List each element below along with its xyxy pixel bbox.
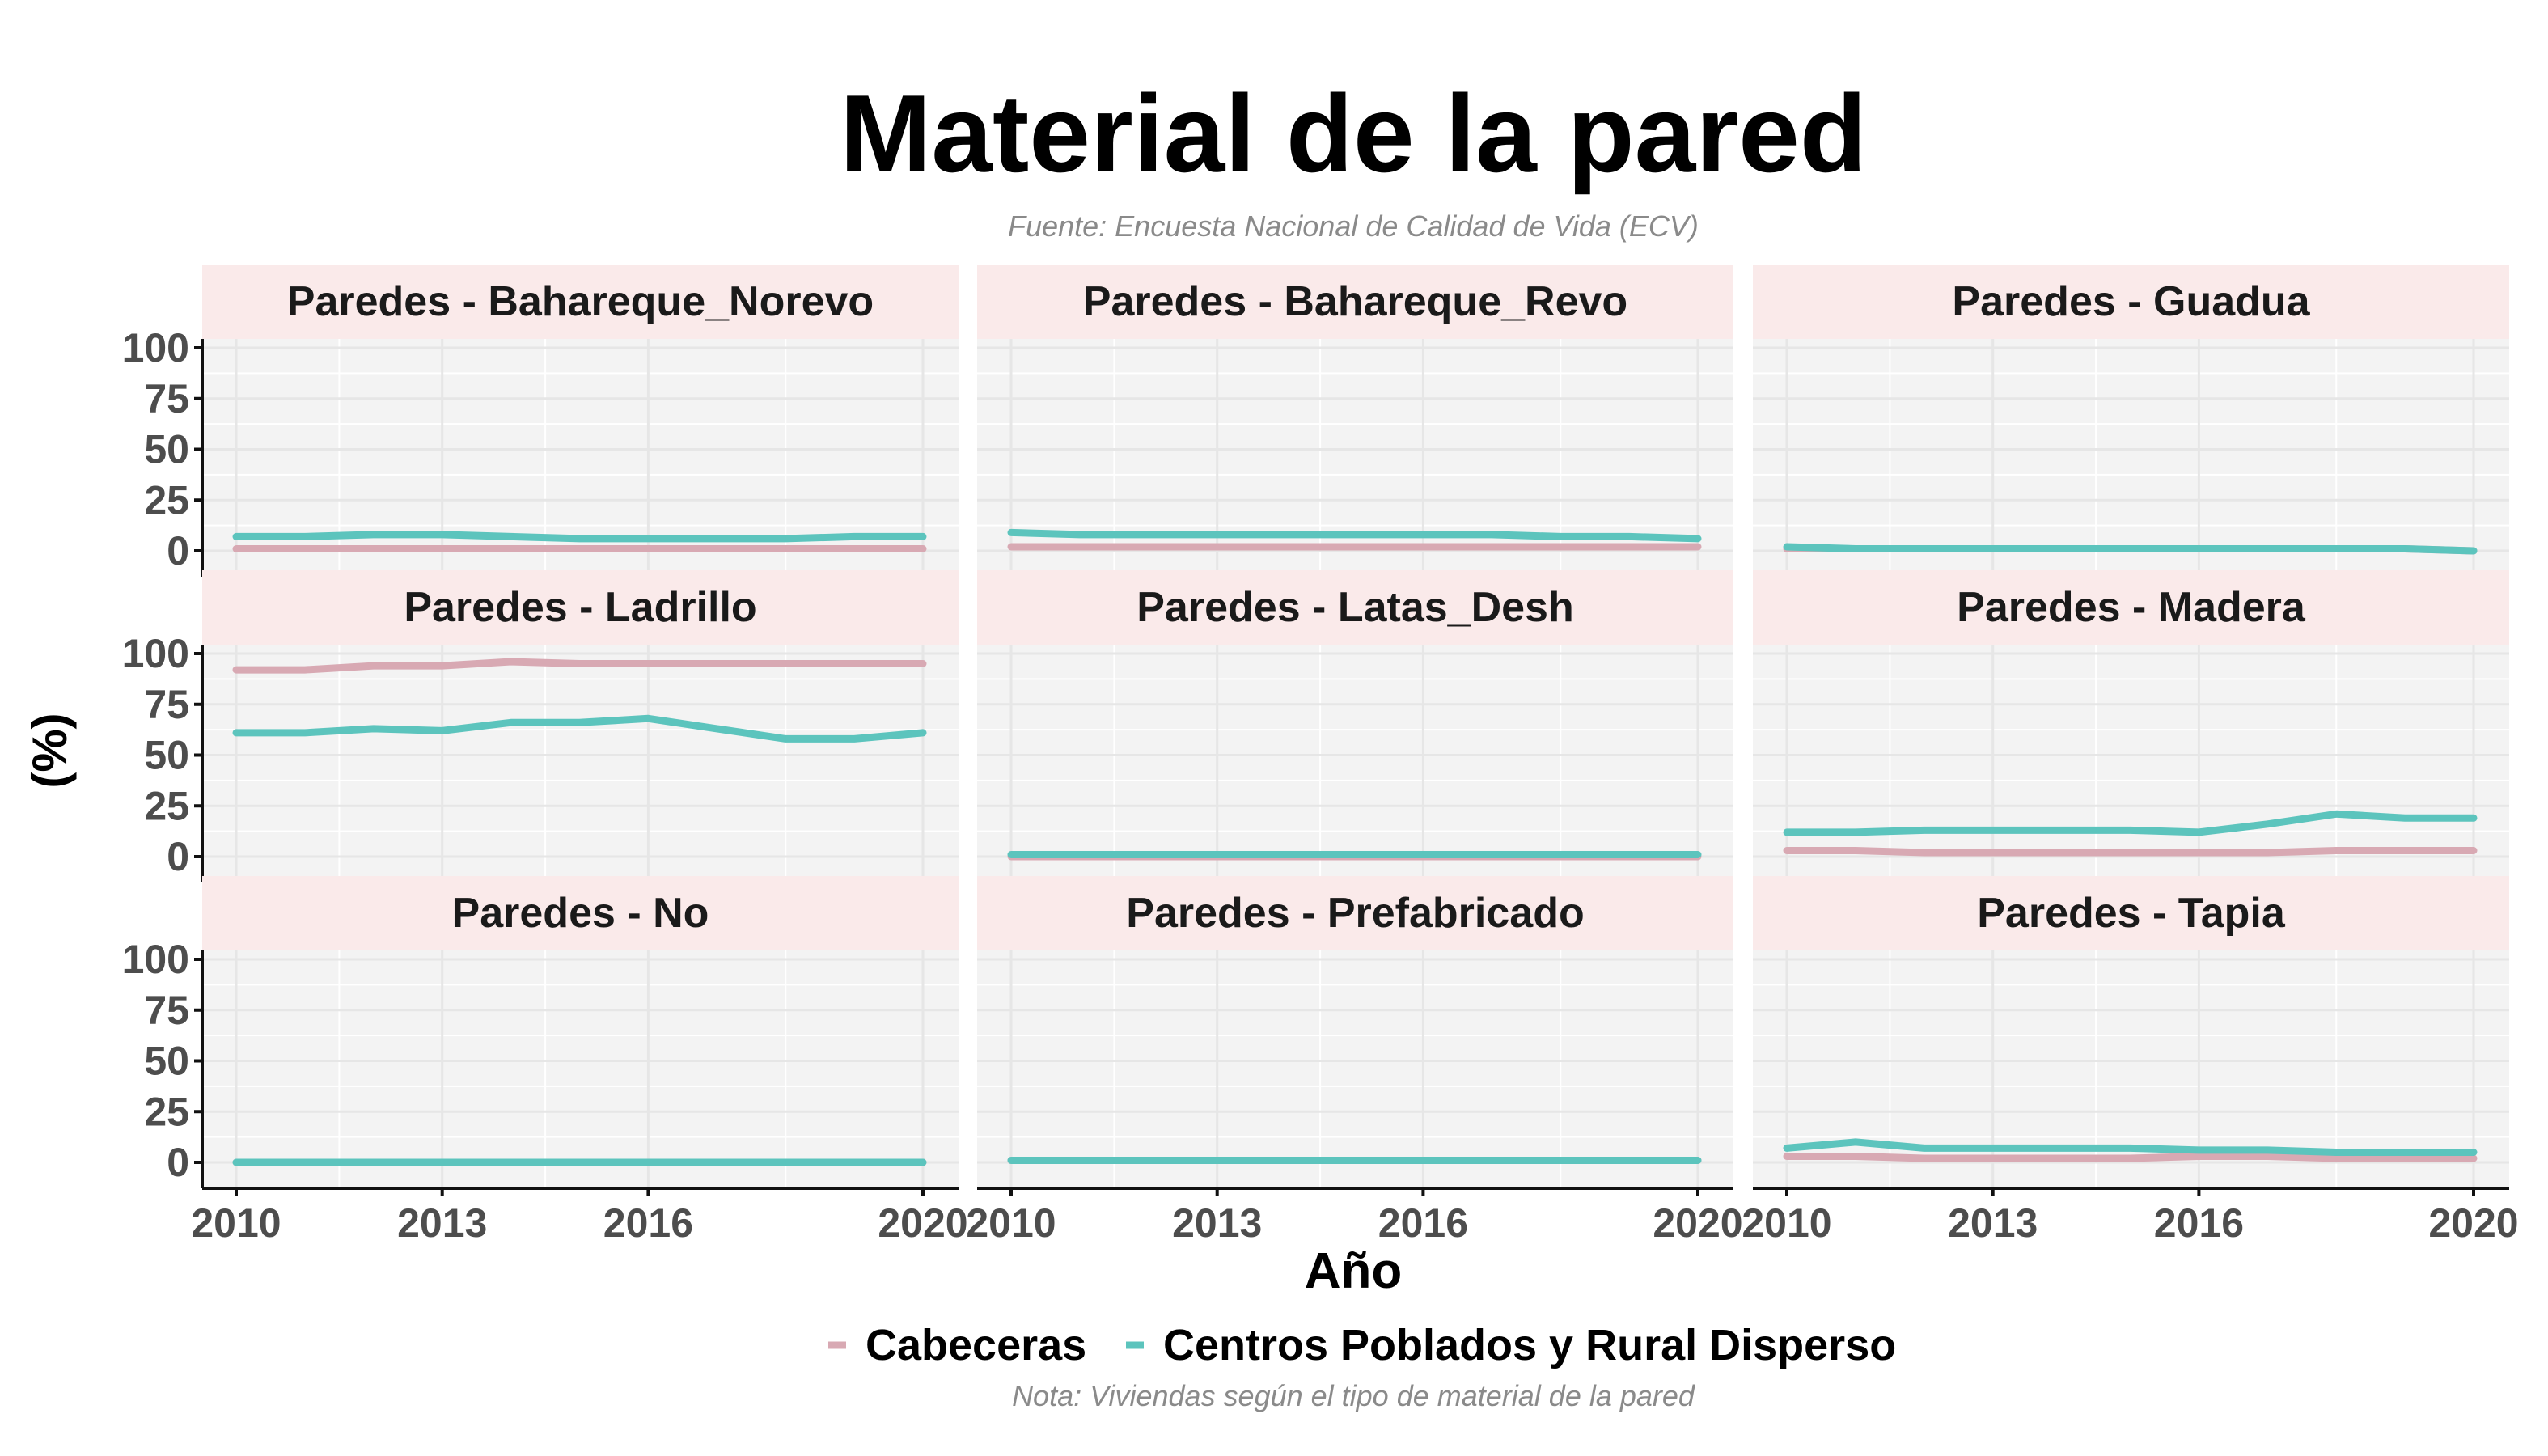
x-tick-label: 2020 — [2428, 1200, 2518, 1246]
series-line-cabeceras — [1783, 847, 2478, 857]
y-axis-label: (%) — [23, 713, 77, 788]
x-tick-label: 2016 — [1378, 1200, 1468, 1246]
y-tick-label: 100 — [122, 325, 189, 370]
panel-title: Paredes - Guadua — [1952, 278, 2310, 325]
panel-title: Paredes - Ladrillo — [404, 584, 756, 631]
panel-title: Paredes - Tapia — [1977, 890, 2286, 937]
panel-strip — [202, 265, 959, 339]
x-tick-label: 2020 — [1653, 1200, 1742, 1246]
y-tick-label: 50 — [144, 427, 189, 472]
panel-strip — [1753, 265, 2509, 339]
chart-caption: Nota: Viviendas según el tipo de materia… — [1012, 1379, 1695, 1412]
x-tick-label: 2013 — [397, 1200, 487, 1246]
x-tick-label: 2013 — [1172, 1200, 1262, 1246]
series-line-cabeceras — [1783, 1153, 2478, 1162]
panel-paredes-bahareque-norevo: Paredes - Bahareque_Norevo 0 25 50 75 100 — [122, 265, 959, 577]
series-line-cabeceras — [232, 658, 927, 674]
y-tick-label: 75 — [144, 682, 189, 727]
series-line-centros-poblados-y-rural-disperso — [232, 531, 927, 543]
y-tick-label: 75 — [144, 376, 189, 421]
x-tick-label: 2010 — [966, 1200, 1056, 1246]
panel-paredes-bahareque-revo: Paredes - Bahareque_Revo — [977, 265, 1733, 577]
legend-item-cabeceras: Cabeceras — [828, 1321, 1086, 1369]
panel-paredes-madera: Paredes - Madera — [1753, 570, 2509, 882]
panel-plot-area — [1753, 645, 2509, 882]
panel-strip — [202, 876, 959, 950]
series-line-centros-poblados-y-rural-disperso — [1007, 528, 1702, 543]
x-tick-label: 2020 — [878, 1200, 967, 1246]
panel-grid: Paredes - Bahareque_Norevo0255075100Pare… — [122, 265, 2519, 1246]
y-tick-label: 0 — [167, 1140, 189, 1185]
panel-title: Paredes - Latas_Desh — [1136, 584, 1574, 631]
panel-strip — [1753, 876, 2509, 950]
x-tick-label: 2010 — [1742, 1200, 1831, 1246]
legend: Cabeceras Centros Poblados y Rural Disper… — [828, 1321, 1896, 1369]
panel-title: Paredes - Bahareque_Norevo — [287, 278, 874, 325]
panel-plot-area — [977, 339, 1733, 577]
panel-strip — [1753, 570, 2509, 645]
legend-label: Cabeceras — [866, 1321, 1086, 1369]
panel-paredes-guadua: Paredes - Guadua — [1753, 265, 2509, 577]
panel-plot-area — [1753, 339, 2509, 577]
panel-paredes-no: Paredes - No 0 25 50 75 100 2010 2013 2016 2020 — [122, 876, 968, 1246]
y-tick-label: 50 — [144, 733, 189, 778]
x-tick-label: 2016 — [2154, 1200, 2244, 1246]
panel-strip — [202, 570, 959, 645]
legend-label: Centros Poblados y Rural Disperso — [1163, 1321, 1896, 1369]
series-line-centros-poblados-y-rural-disperso — [1783, 810, 2478, 836]
panel-plot-area — [977, 645, 1733, 882]
panel-strip — [977, 570, 1733, 645]
y-tick-label: 50 — [144, 1039, 189, 1084]
panel-title: Paredes - Madera — [1957, 584, 2306, 631]
panel-plot-area — [202, 950, 959, 1188]
x-tick-label: 2016 — [603, 1200, 693, 1246]
y-tick-label: 100 — [122, 631, 189, 676]
y-tick-label: 25 — [144, 1089, 189, 1134]
panel-strip — [977, 876, 1733, 950]
y-tick-label: 25 — [144, 477, 189, 523]
series-line-centros-poblados-y-rural-disperso — [232, 714, 927, 743]
y-tick-label: 0 — [167, 834, 189, 879]
panel-strip — [977, 265, 1733, 339]
chart-subtitle: Fuente: Encuesta Nacional de Calidad de … — [1008, 210, 1699, 243]
y-tick-label: 25 — [144, 783, 189, 828]
panel-paredes-latas-desh: Paredes - Latas_Desh — [977, 570, 1733, 882]
x-axis-label: Año — [1305, 1243, 1403, 1299]
panel-title: Paredes - Prefabricado — [1126, 890, 1584, 937]
panel-plot-area — [202, 645, 959, 882]
panel-plot-area — [977, 950, 1733, 1188]
series-line-centros-poblados-y-rural-disperso — [1783, 543, 2478, 555]
panel-paredes-prefabricado: Paredes - Prefabricado 2010 2013 2016 2020 — [966, 876, 1743, 1246]
panel-title: Paredes - No — [452, 890, 709, 937]
panel-title: Paredes - Bahareque_Revo — [1083, 278, 1627, 325]
series-line-centros-poblados-y-rural-disperso — [1783, 1138, 2478, 1156]
x-tick-label: 2013 — [1948, 1200, 2038, 1246]
y-tick-label: 100 — [122, 937, 189, 982]
chart-title: Material de la pared — [840, 72, 1867, 195]
legend-item-centros-poblados-y-rural-disperso: Centros Poblados y Rural Disperso — [1126, 1321, 1896, 1369]
y-tick-label: 0 — [167, 528, 189, 574]
panel-paredes-tapia: Paredes - Tapia 2010 2013 2016 2020 — [1742, 876, 2519, 1246]
x-tick-label: 2010 — [191, 1200, 281, 1246]
panel-paredes-ladrillo: Paredes - Ladrillo 0 25 50 75 100 — [122, 570, 959, 882]
y-tick-label: 75 — [144, 988, 189, 1033]
